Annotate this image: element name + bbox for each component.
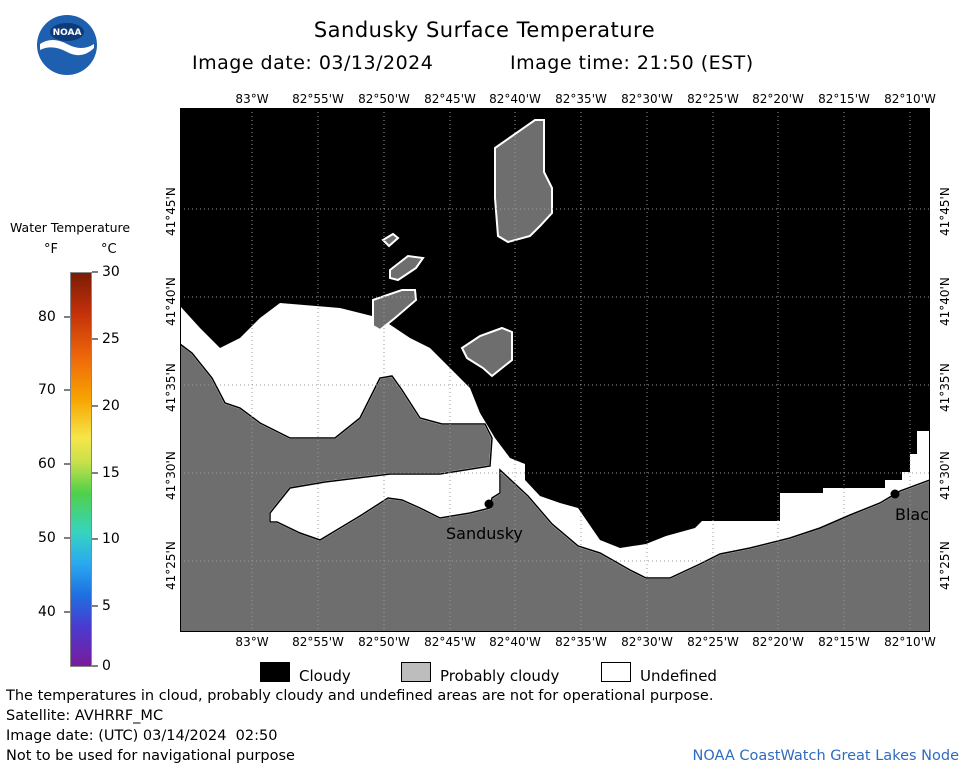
c-tick-20: 20 <box>102 398 120 414</box>
lat-left-41-30n: 41°30'N <box>164 451 178 500</box>
lon-bottom-82-35w: 82°35'W <box>555 635 607 649</box>
c-tick-0: 0 <box>102 658 111 674</box>
footer-utc-date: Image date: (UTC) 03/14/2024 02:50 <box>6 728 278 744</box>
page-title: Sandusky Surface Temperature <box>313 18 656 42</box>
graticule <box>180 108 930 632</box>
key-probably-cloudy-label: Probably cloudy <box>440 667 560 685</box>
color-bar-ticks <box>64 271 98 667</box>
key-cloudy-label: Cloudy <box>299 667 351 685</box>
f-tick-70: 70 <box>38 382 56 398</box>
lat-left-41-40n: 41°40'N <box>164 277 178 326</box>
lat-left-41-25n: 41°25'N <box>164 541 178 590</box>
cloudy-region <box>180 108 930 548</box>
lat-left-41-35n: 41°35'N <box>164 363 178 412</box>
lon-bottom-82-30w: 82°30'W <box>621 635 673 649</box>
f-tick-60: 60 <box>38 456 56 472</box>
lon-top-82-50w: 82°50'W <box>358 92 410 106</box>
lon-top-82-10w: 82°10'W <box>884 92 936 106</box>
legend-title: Water Temperature <box>10 220 131 235</box>
city-label-sandusky: Sandusky <box>446 524 523 543</box>
footer-nav-warning: Not to be used for navigational purpose <box>6 748 295 764</box>
lat-right-41-35n: 41°35'N <box>938 363 952 412</box>
f-tick-40: 40 <box>38 604 56 620</box>
lat-right-41-25n: 41°25'N <box>938 541 952 590</box>
lat-left-41-45n: 41°45'N <box>164 187 178 236</box>
lon-bottom-83w: 83°W <box>235 635 269 649</box>
lon-top-82-25w: 82°25'W <box>687 92 739 106</box>
lat-right-41-45n: 41°45'N <box>938 187 952 236</box>
noaa-logo: NOAA <box>36 14 98 76</box>
lat-right-41-40n: 41°40'N <box>938 277 952 326</box>
unit-fahrenheit: °F <box>44 242 58 257</box>
key-undefined-label: Undefined <box>640 667 717 685</box>
f-tick-80: 80 <box>38 309 56 325</box>
lon-bottom-82-15w: 82°15'W <box>818 635 870 649</box>
footer-credit: NOAA CoastWatch Great Lakes Node <box>692 748 959 764</box>
image-time: Image time: 21:50 (EST) <box>510 52 754 74</box>
lon-bottom-82-50w: 82°50'W <box>358 635 410 649</box>
c-tick-30: 30 <box>102 264 120 280</box>
lon-top-83w: 83°W <box>235 92 269 106</box>
key-undefined-swatch <box>601 662 631 682</box>
lon-top-82-55w: 82°55'W <box>292 92 344 106</box>
map-panel <box>180 108 930 632</box>
east-city-marker <box>890 489 900 499</box>
lon-bottom-82-10w: 82°10'W <box>884 635 936 649</box>
lat-right-41-30n: 41°30'N <box>938 451 952 500</box>
lon-top-82-40w: 82°40'W <box>489 92 541 106</box>
probably-cloudy-patch-1 <box>494 119 553 244</box>
footer-disclaimer: The temperatures in cloud, probably clou… <box>6 688 714 704</box>
key-cloudy-swatch <box>260 662 290 682</box>
lon-bottom-82-25w: 82°25'W <box>687 635 739 649</box>
c-tick-10: 10 <box>102 531 120 547</box>
c-tick-25: 25 <box>102 331 120 347</box>
lon-bottom-82-55w: 82°55'W <box>292 635 344 649</box>
map-canvas <box>180 108 930 632</box>
unit-celsius: °C <box>101 242 117 257</box>
footer-satellite: Satellite: AVHRRF_MC <box>6 708 164 724</box>
noaa-logo-text: NOAA <box>53 28 82 38</box>
probably-cloudy-patch-5 <box>460 326 513 378</box>
lon-top-82-35w: 82°35'W <box>555 92 607 106</box>
lon-top-82-30w: 82°30'W <box>621 92 673 106</box>
f-tick-50: 50 <box>38 530 56 546</box>
lon-bottom-82-45w: 82°45'W <box>424 635 476 649</box>
lon-bottom-82-40w: 82°40'W <box>489 635 541 649</box>
image-date: Image date: 03/13/2024 <box>192 52 434 74</box>
key-probably-cloudy-swatch <box>401 662 431 682</box>
temperature-color-bar <box>70 272 92 667</box>
lon-top-82-20w: 82°20'W <box>752 92 804 106</box>
c-tick-15: 15 <box>102 465 120 481</box>
probably-cloudy-patch-3 <box>389 254 425 282</box>
probably-cloudy-patch-2 <box>381 232 400 248</box>
sandusky-marker <box>484 499 494 509</box>
lon-top-82-45w: 82°45'W <box>424 92 476 106</box>
map-border <box>180 108 930 632</box>
c-tick-5: 5 <box>102 598 111 614</box>
lon-bottom-82-20w: 82°20'W <box>752 635 804 649</box>
lon-top-82-15w: 82°15'W <box>818 92 870 106</box>
city-label-east: Blac <box>895 505 930 524</box>
